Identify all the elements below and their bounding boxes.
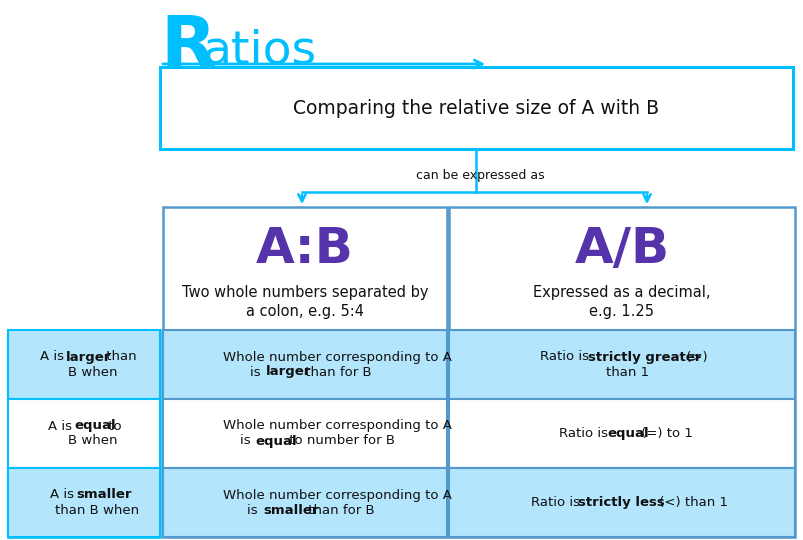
Bar [448,399,794,468]
Text: Ratio is: Ratio is [559,427,612,440]
Text: than 1: than 1 [605,366,648,379]
Text: equal: equal [75,420,116,433]
Bar [163,207,446,537]
Bar [163,330,446,399]
Text: smaller: smaller [76,489,132,502]
Text: strictly greater: strictly greater [588,350,701,363]
Text: Comparing the relative size of A with B: Comparing the relative size of A with B [293,98,658,118]
Text: B when: B when [68,366,117,379]
Text: R: R [160,12,215,81]
Text: Two whole numbers separated by
a colon, e.g. 5:4: Two whole numbers separated by a colon, … [181,285,428,319]
Text: strictly less: strictly less [577,496,664,509]
Text: A:B: A:B [255,225,353,273]
Bar [8,399,160,468]
Text: equal: equal [255,435,297,448]
Text: than: than [101,350,137,363]
Text: than for B: than for B [301,366,372,379]
Text: is: is [239,435,255,448]
Text: A is: A is [48,420,76,433]
Bar [8,330,160,399]
Text: (>): (>) [682,350,707,363]
Bar [448,330,794,399]
Text: can be expressed as: can be expressed as [415,168,544,181]
Text: equal: equal [606,427,648,440]
Text: than for B: than for B [304,503,374,516]
Text: is: is [250,366,265,379]
Text: smaller: smaller [263,503,318,516]
Text: to: to [104,420,121,433]
Bar [160,67,792,149]
Text: larger: larger [266,366,311,379]
Text: is: is [247,503,262,516]
Text: Whole number corresponding to A: Whole number corresponding to A [222,420,450,433]
Bar [8,468,160,537]
Text: Whole number corresponding to A: Whole number corresponding to A [222,489,450,502]
Text: to number for B: to number for B [285,435,394,448]
Bar [8,330,160,537]
Text: (=) to 1: (=) to 1 [636,427,691,440]
Text: Ratio is: Ratio is [530,496,583,509]
Text: A/B: A/B [573,225,669,273]
Text: than B when: than B when [55,503,139,516]
Text: A is: A is [50,489,78,502]
Text: A is: A is [39,350,68,363]
Text: Expressed as a decimal,
e.g. 1.25: Expressed as a decimal, e.g. 1.25 [532,285,710,319]
Text: B when: B when [68,435,117,448]
Text: atios: atios [202,28,316,73]
Text: (<) than 1: (<) than 1 [654,496,727,509]
Bar [448,468,794,537]
Bar [163,399,446,468]
Text: Whole number corresponding to A: Whole number corresponding to A [222,350,450,363]
Text: Ratio is: Ratio is [540,350,593,363]
Bar [448,207,794,537]
Bar [163,468,446,537]
Text: larger: larger [66,350,112,363]
